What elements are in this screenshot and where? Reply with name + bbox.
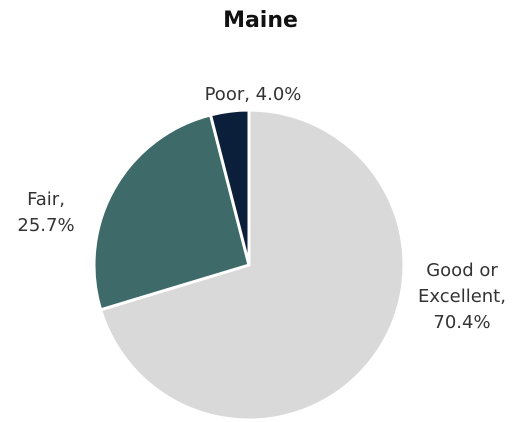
slice-label-fair: Fair, 25.7% — [17, 189, 74, 236]
slice-label-line: Fair, — [27, 189, 65, 210]
chart-title: Maine — [223, 8, 298, 33]
slice-label-line: Excellent, — [418, 286, 506, 307]
slice-label-good-or-excellent: Good or Excellent, 70.4% — [418, 260, 506, 333]
slice-label-line: 25.7% — [17, 215, 74, 236]
slice-label-poor: Poor, 4.0% — [205, 84, 302, 105]
pie-slice-poor — [208, 108, 251, 267]
slice-label-line: Good or — [426, 260, 498, 281]
pie-slice-good-or-excellent — [99, 108, 406, 422]
pie-slice-fair — [92, 113, 251, 312]
slice-label-line: Poor, 4.0% — [205, 84, 302, 105]
slice-label-line: 70.4% — [433, 312, 490, 333]
